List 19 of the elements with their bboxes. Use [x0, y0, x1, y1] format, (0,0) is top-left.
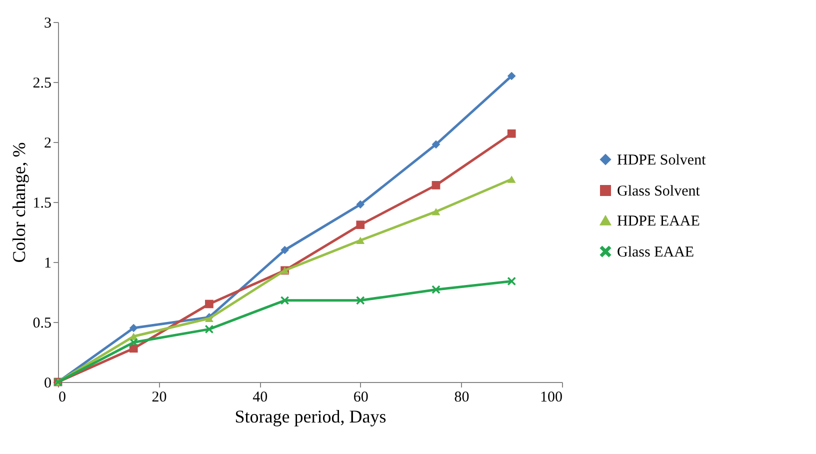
y-tick-label: 2 — [44, 136, 52, 152]
x-tick-label: 80 — [454, 390, 470, 406]
y-tick-label: 0.5 — [32, 316, 52, 332]
legend-label: Glass Solvent — [617, 184, 701, 200]
y-axis-title: Color change, % — [8, 142, 29, 263]
legend-label: Glass EAAE — [617, 244, 694, 260]
x-tick-label: 20 — [152, 390, 167, 406]
x-tick-label: 60 — [353, 390, 368, 406]
x-tick-label: 100 — [540, 390, 562, 406]
y-tick-label: 3 — [44, 16, 52, 32]
x-tick-label: 0 — [58, 390, 66, 406]
y-tick-label: 2.5 — [32, 76, 52, 92]
legend-label: HDPE Solvent — [617, 152, 707, 168]
y-tick-label: 1 — [44, 256, 52, 272]
y-tick-label: 0 — [44, 376, 52, 392]
x-axis-title: Storage period, Days — [234, 406, 386, 426]
legend-label: HDPE EAAE — [617, 214, 700, 230]
y-tick-label: 1.5 — [32, 196, 52, 212]
x-tick-label: 40 — [252, 390, 268, 406]
